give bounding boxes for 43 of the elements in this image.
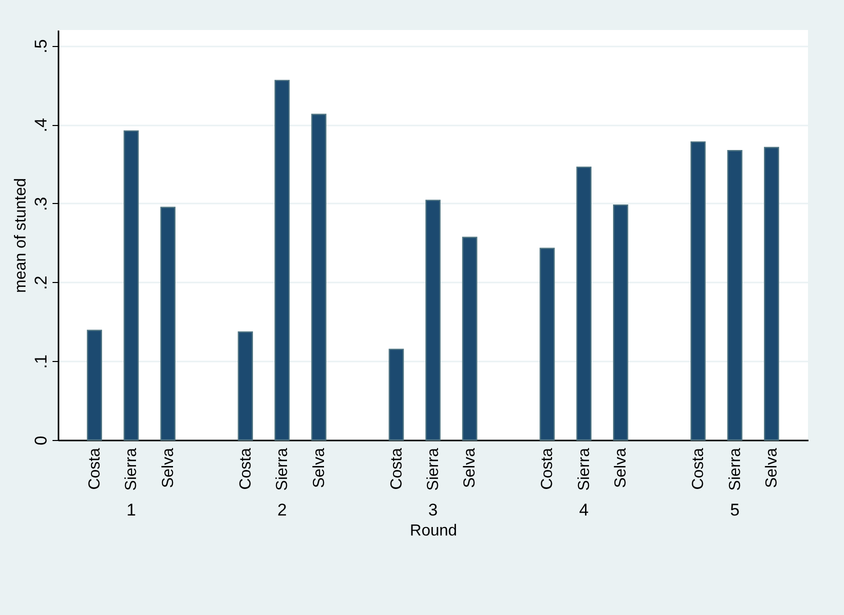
text: Sierra [425, 448, 442, 491]
bar [540, 248, 555, 441]
y-tick-label: .2 [32, 276, 50, 290]
bar [388, 348, 404, 441]
bar [425, 200, 441, 441]
bar [160, 206, 176, 441]
text: Costa [237, 448, 254, 490]
bar [727, 150, 742, 441]
text: Costa [86, 448, 104, 490]
bar [690, 141, 706, 441]
bar [86, 330, 102, 441]
y-tick-label: .5 [32, 39, 50, 54]
text: Costa [690, 448, 708, 490]
bar [613, 204, 628, 441]
text: Costa [539, 448, 556, 490]
bar [576, 166, 592, 441]
y-tick-label: .3 [32, 196, 50, 212]
x-tick-label: 4 [579, 500, 589, 520]
text: Sierra [123, 448, 140, 491]
x-tick-label: 5 [730, 500, 740, 520]
text: Selva [764, 448, 781, 488]
bar [462, 236, 478, 441]
bar [238, 331, 253, 441]
bar [124, 130, 139, 441]
text: Selva [310, 448, 328, 488]
text: Sierra [726, 448, 744, 491]
bar [274, 80, 290, 441]
x-axis-title: Round [410, 522, 458, 540]
x-tick-label: 2 [277, 500, 287, 520]
x-tick-label: 3 [428, 500, 438, 520]
x-tick-label: 1 [126, 500, 136, 520]
y-tick-label: .1 [32, 354, 50, 369]
bar [311, 114, 326, 441]
text: Sierra [274, 448, 292, 491]
y-axis-title: mean of stunted [12, 178, 30, 293]
text: Selva [160, 448, 177, 488]
text: Sierra [576, 448, 593, 491]
text: Selva [612, 448, 630, 488]
bar [764, 146, 780, 441]
y-tick-label: 0 [32, 436, 50, 446]
y-tick-label: .4 [32, 118, 50, 132]
text: Selva [462, 448, 479, 488]
text: Costa [388, 448, 406, 490]
